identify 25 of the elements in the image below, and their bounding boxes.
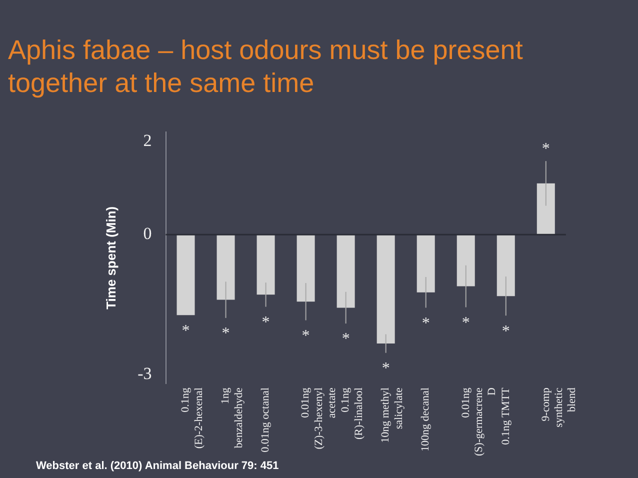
y-axis-title: Time spent (Min) — [103, 206, 118, 310]
text: Webster et al. (2010) Animal Behaviour 79: 451 — [36, 460, 279, 472]
annotation: * — [542, 140, 550, 158]
chart-title: Aphis fabae – host odours must be present together at the same time — [8, 34, 524, 100]
x-tick-label: 0.01ng (Z)-3-hexenyl acetate — [300, 387, 338, 450]
y-tick-label: 0 — [143, 224, 152, 244]
annotation: * — [502, 322, 510, 340]
annotation: * — [462, 314, 470, 332]
x-tick-label: 10ng methyl salicylate — [380, 387, 405, 443]
annotation: * — [342, 330, 350, 348]
annotation: * — [222, 325, 230, 342]
annotation: * — [382, 360, 390, 378]
x-tick-label: 0.01ng octanal — [260, 388, 272, 452]
y-tick-label: 2 — [143, 130, 152, 150]
x-tick-label: 9-comp synthetic blend — [540, 387, 578, 428]
x-tick-label: 100ng decanal — [420, 388, 432, 452]
annotation: * — [262, 314, 270, 331]
x-tick-label: 0.01ng (S)-germacrene D — [460, 387, 498, 456]
y-tick-label: -3 — [138, 364, 152, 383]
x-tick-label: 1ng benzaldehyde — [220, 387, 245, 448]
x-tick-label: 0.1ng (E)-2-hexenal — [180, 387, 205, 449]
annotation: * — [302, 327, 310, 344]
annotation: * — [182, 322, 190, 340]
x-tick-label: 0.1ng TMTT — [500, 387, 512, 445]
annotation: * — [422, 314, 430, 332]
